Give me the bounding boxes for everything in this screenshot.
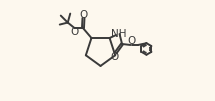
- Text: O: O: [127, 36, 135, 46]
- Text: O: O: [70, 27, 79, 37]
- Text: O: O: [111, 52, 119, 62]
- Text: O: O: [79, 10, 88, 20]
- Text: NH: NH: [111, 28, 126, 38]
